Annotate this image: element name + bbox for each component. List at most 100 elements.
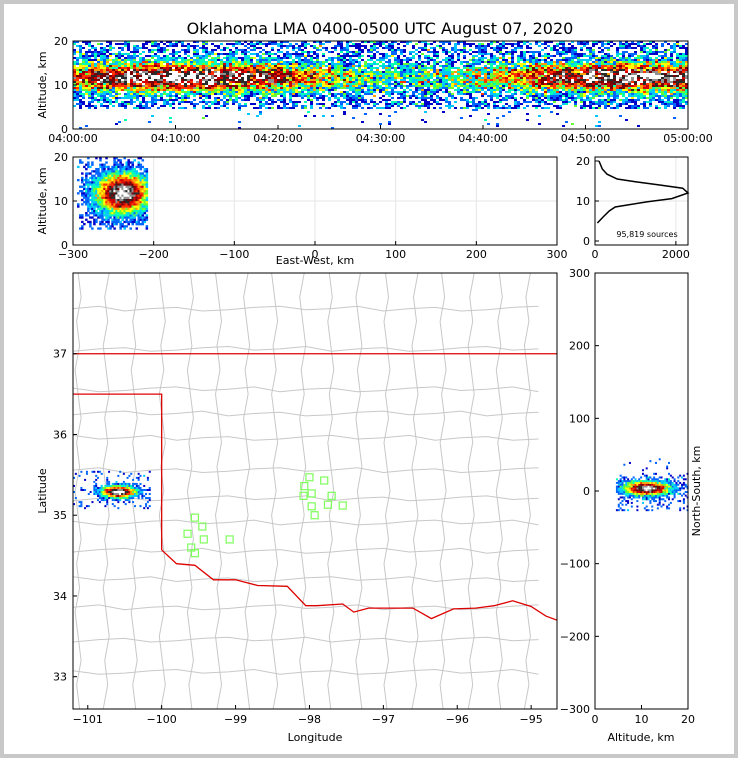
density-cell	[484, 65, 487, 67]
density-cell	[628, 75, 631, 77]
density-cell	[547, 53, 550, 55]
density-cell	[136, 65, 139, 67]
density-cell	[214, 53, 217, 55]
density-cell	[568, 69, 571, 71]
density-cell	[622, 89, 625, 91]
density-cell	[106, 55, 109, 57]
density-cell	[109, 93, 112, 95]
density-cell	[535, 65, 538, 67]
density-cell	[391, 51, 394, 53]
density-cell	[364, 85, 367, 87]
density-cell	[526, 79, 529, 81]
density-cell	[217, 89, 220, 91]
density-cell	[610, 57, 613, 59]
density-cell	[79, 105, 82, 107]
density-cell	[514, 83, 517, 85]
density-cell	[172, 45, 175, 47]
density-cell	[421, 97, 424, 99]
density-cell	[232, 59, 235, 61]
density-cell	[259, 65, 262, 67]
density-cell	[196, 91, 199, 93]
density-cell	[241, 73, 244, 75]
density-cell	[259, 75, 262, 77]
density-cell	[193, 85, 196, 87]
density-cell	[565, 61, 568, 63]
density-cell	[466, 87, 469, 89]
density-cell	[79, 91, 82, 93]
density-cell	[568, 73, 571, 75]
density-cell	[250, 81, 253, 83]
density-cell	[292, 65, 295, 67]
density-cell	[349, 45, 352, 47]
density-cell	[529, 65, 532, 67]
density-cell	[487, 59, 490, 61]
density-cell	[472, 103, 475, 105]
density-cell	[220, 79, 223, 81]
density-cell	[286, 61, 289, 63]
density-cell	[274, 57, 277, 59]
density-cell	[343, 71, 346, 73]
density-cell	[403, 55, 406, 57]
density-cell	[232, 79, 235, 81]
density-cell	[238, 65, 241, 67]
density-cell	[421, 103, 424, 105]
density-cell	[388, 61, 391, 63]
density-cell	[415, 63, 418, 65]
density-cell	[508, 51, 511, 53]
density-cell	[412, 81, 415, 83]
density-cell	[613, 97, 616, 99]
density-cell	[142, 81, 145, 83]
density-cell	[481, 49, 484, 51]
density-cell	[430, 43, 433, 45]
density-cell	[136, 63, 139, 65]
density-cell	[487, 103, 490, 105]
density-cell	[79, 99, 82, 101]
density-cell	[358, 51, 361, 53]
density-cell	[118, 43, 121, 45]
density-cell	[565, 87, 568, 89]
density-cell	[193, 73, 196, 75]
density-cell	[178, 81, 181, 83]
density-cell	[631, 105, 634, 107]
density-cell	[214, 71, 217, 73]
density-cell	[505, 71, 508, 73]
density-cell	[190, 85, 193, 87]
density-cell	[610, 75, 613, 77]
density-cell	[418, 85, 421, 87]
density-cell	[628, 61, 631, 63]
density-cell	[376, 51, 379, 53]
density-cell	[277, 85, 280, 87]
density-cell	[274, 95, 277, 97]
density-cell	[589, 99, 592, 101]
density-cell	[130, 77, 133, 79]
density-cell	[181, 59, 184, 61]
density-cell	[151, 49, 154, 51]
density-cell	[295, 47, 298, 49]
density-cell	[145, 65, 148, 67]
density-cell	[292, 93, 295, 95]
density-cell	[409, 101, 412, 103]
density-cell	[244, 41, 247, 43]
density-cell	[598, 105, 601, 107]
density-cell	[94, 83, 97, 85]
density-cell	[103, 89, 106, 91]
density-cell	[241, 69, 244, 71]
density-cell	[484, 85, 487, 87]
density-cell	[121, 63, 124, 65]
density-cell	[325, 41, 328, 43]
density-cell	[547, 99, 550, 101]
density-cell	[148, 75, 151, 77]
density-cell	[538, 99, 541, 101]
density-cell	[454, 89, 457, 91]
density-cell	[313, 57, 316, 59]
density-cell	[628, 53, 631, 55]
density-cell	[94, 85, 97, 87]
density-cell	[145, 47, 148, 49]
density-cell	[562, 95, 565, 97]
density-cell	[574, 85, 577, 87]
density-cell	[520, 67, 523, 69]
density-cell	[394, 57, 397, 59]
density-cell	[109, 77, 112, 79]
density-cell	[250, 77, 253, 79]
density-cell	[220, 75, 223, 77]
